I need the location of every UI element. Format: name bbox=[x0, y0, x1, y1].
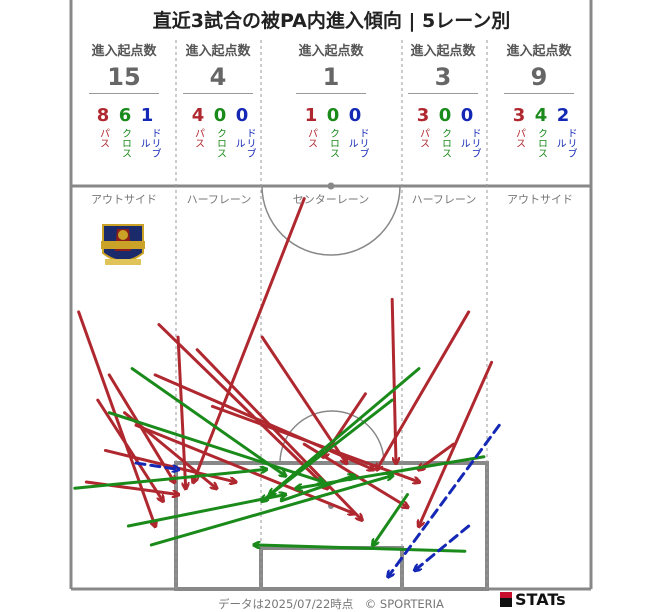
pass-arrow bbox=[157, 323, 327, 489]
pass-label: パス bbox=[513, 128, 525, 148]
dribble-arrow bbox=[134, 461, 178, 469]
pass-label: パス bbox=[305, 128, 317, 148]
team-crest-icon bbox=[101, 224, 145, 265]
lane-total: 15 bbox=[89, 63, 159, 94]
lane-header-5: 進入起点数 9 bbox=[499, 40, 579, 94]
pass-arrow bbox=[134, 423, 354, 513]
lane-name-3: センターレーン bbox=[292, 193, 370, 206]
dribble-label: ドリブル bbox=[346, 128, 368, 158]
lane-header-label: 進入起点数 bbox=[91, 44, 157, 59]
footer-note: データは2025/07/22時点 © SPORTERIA bbox=[218, 597, 444, 611]
goal-area bbox=[259, 546, 404, 591]
dribble-count: 0 bbox=[235, 105, 249, 126]
dribble-count: 0 bbox=[460, 105, 474, 126]
lane-total: 4 bbox=[183, 63, 253, 94]
lane-header-1: 進入起点数 15 bbox=[84, 40, 164, 94]
lane-breakdown-3: 1 パス 0 クロス 0 ドリブル bbox=[302, 105, 368, 159]
cross-count: 0 bbox=[438, 105, 452, 126]
lane-total: 1 bbox=[296, 63, 366, 94]
brand-mark-icon bbox=[500, 592, 512, 607]
cross-arrow bbox=[149, 476, 392, 547]
cross-count: 4 bbox=[534, 105, 548, 126]
dribble-arrow bbox=[388, 423, 501, 576]
pass-arrow bbox=[84, 480, 178, 495]
cross-arrow bbox=[73, 469, 266, 490]
arrow-layer bbox=[73, 197, 501, 577]
cross-label: クロス bbox=[535, 128, 547, 158]
lane-name-2: ハーフレーン bbox=[186, 193, 252, 206]
lane-header-2: 進入起点数 4 bbox=[178, 40, 258, 94]
dribble-count: 1 bbox=[140, 105, 154, 126]
lane-header-3: 進入起点数 1 bbox=[291, 40, 371, 94]
lane-breakdown-2: 4 パス 0 クロス 0 ドリブル bbox=[189, 105, 255, 159]
pass-arrow bbox=[419, 442, 455, 469]
dribble-count: 0 bbox=[348, 105, 362, 126]
dribble-label: ドリブル bbox=[554, 128, 576, 158]
cross-arrow bbox=[107, 411, 323, 482]
pass-label: パス bbox=[97, 128, 109, 148]
pass-count: 3 bbox=[512, 105, 526, 126]
centre-circle bbox=[261, 185, 401, 256]
lane-header-label: 進入起点数 bbox=[410, 44, 476, 59]
cross-arrow bbox=[262, 398, 394, 501]
pass-arrow bbox=[377, 310, 471, 469]
cross-arrow bbox=[255, 545, 467, 553]
lane-total: 9 bbox=[504, 63, 574, 94]
cross-label: クロス bbox=[119, 128, 131, 158]
cross-arrow bbox=[270, 367, 421, 495]
cross-label: クロス bbox=[439, 128, 451, 158]
pass-arrow bbox=[77, 310, 155, 526]
pass-arrow bbox=[419, 360, 494, 526]
lane-breakdown-1: 8 パス 6 クロス 1 ドリブル bbox=[94, 105, 160, 159]
lane-header-label: 進入起点数 bbox=[506, 44, 572, 59]
cross-label: クロス bbox=[327, 128, 339, 158]
dribble-label: ドリブル bbox=[138, 128, 160, 158]
lane-total: 3 bbox=[408, 63, 478, 94]
pass-arrow bbox=[153, 373, 373, 469]
pass-count: 4 bbox=[191, 105, 205, 126]
pass-label: パス bbox=[417, 128, 429, 148]
cross-count: 0 bbox=[326, 105, 340, 126]
pass-count: 1 bbox=[304, 105, 318, 126]
pass-arrow bbox=[103, 448, 235, 481]
lane-breakdown-4: 3 パス 0 クロス 0 ドリブル bbox=[414, 105, 480, 159]
cross-count: 6 bbox=[118, 105, 132, 126]
pass-count: 8 bbox=[96, 105, 110, 126]
cross-arrow bbox=[373, 493, 409, 545]
lane-header-label: 進入起点数 bbox=[185, 44, 251, 59]
pass-count: 3 bbox=[416, 105, 430, 126]
dribble-label: ドリブル bbox=[458, 128, 480, 158]
chart-title: 直近3試合の被PA内進入傾向 | 5レーン別 bbox=[152, 10, 511, 32]
pass-arrow bbox=[193, 197, 306, 482]
lane-name-5: アウトサイド bbox=[507, 193, 573, 206]
cross-arrow bbox=[130, 367, 285, 476]
brand-logo: STATs bbox=[500, 590, 566, 609]
dribble-arrow bbox=[415, 524, 471, 570]
lane-header-4: 進入起点数 3 bbox=[403, 40, 483, 94]
brand-text: STATs bbox=[515, 590, 566, 609]
pass-arrow bbox=[96, 398, 163, 501]
cross-label: クロス bbox=[214, 128, 226, 158]
lane-breakdown-5: 3 パス 4 クロス 2 ドリブル bbox=[510, 105, 576, 159]
cross-arrow bbox=[297, 455, 486, 488]
dribble-count: 2 bbox=[556, 105, 570, 126]
lane-name-1: アウトサイド bbox=[91, 193, 157, 206]
centre-spot bbox=[327, 182, 335, 190]
pass-arrow bbox=[176, 335, 186, 488]
cross-count: 0 bbox=[213, 105, 227, 126]
pitch-lines bbox=[69, 0, 593, 591]
dribble-label: ドリブル bbox=[233, 128, 255, 158]
cross-arrow bbox=[126, 495, 285, 528]
lane-name-4: ハーフレーン bbox=[411, 193, 477, 206]
lane-header-label: 進入起点数 bbox=[298, 44, 364, 59]
pass-label: パス bbox=[192, 128, 204, 148]
pass-arrow bbox=[210, 404, 418, 482]
